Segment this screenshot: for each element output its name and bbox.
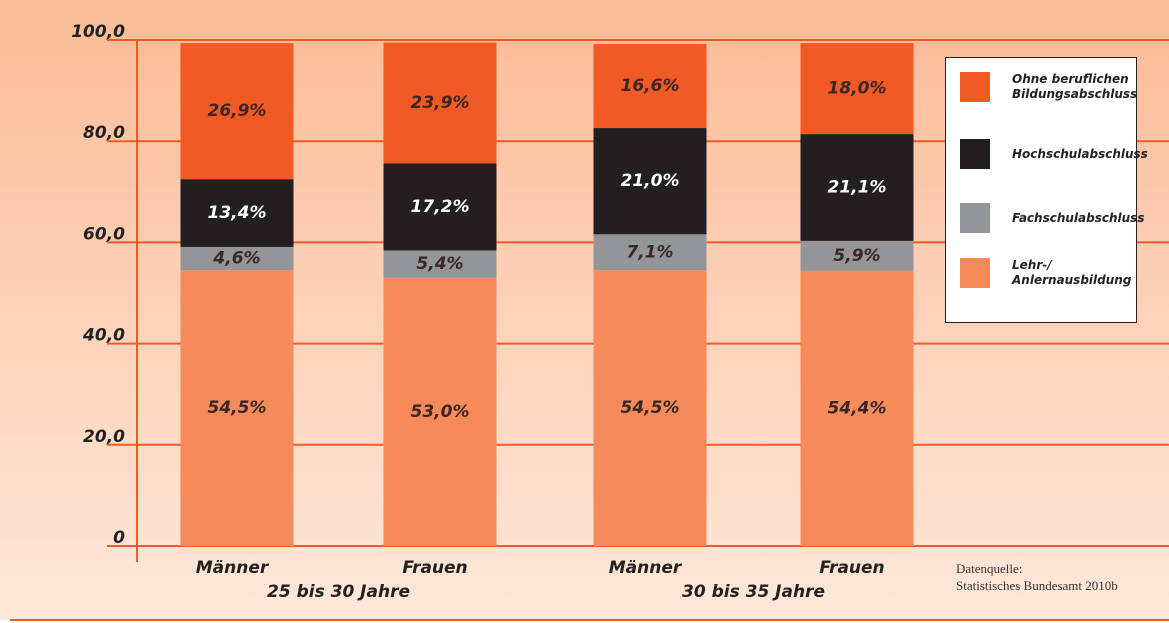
x-tick-label: Frauen xyxy=(402,558,467,578)
bar-segment xyxy=(383,277,497,546)
legend-item: Fachschulabschluss xyxy=(960,203,1145,233)
bar-segment xyxy=(383,250,497,278)
data-label: 54,5% xyxy=(621,398,680,418)
source: Datenquelle: xyxy=(956,561,1022,576)
bar-segment xyxy=(593,270,707,546)
y-tick-label: 80,0 xyxy=(83,123,125,143)
y-tick-label: 20,0 xyxy=(83,427,125,447)
x-tick-label: Männer xyxy=(609,558,683,578)
legend-label: Lehr-/ Anlernausbildung xyxy=(1012,258,1132,287)
bar-segment xyxy=(383,163,497,251)
legend: Ohne beruflichen Bildungsabschluss Hochsc… xyxy=(945,57,1148,323)
data-label: 5,4% xyxy=(416,254,463,274)
legend-swatch xyxy=(960,203,990,233)
data-label: 13,4% xyxy=(208,203,267,223)
bar-segment xyxy=(593,44,707,129)
x-tick-label: Männer xyxy=(196,558,270,578)
y-tick-label: 0 xyxy=(113,528,125,548)
source: Statistisches Bundesamt 2010b xyxy=(956,578,1118,593)
data-label: 21,1% xyxy=(828,177,887,197)
data-label: 53,0% xyxy=(411,402,470,422)
legend-item: Hochschulabschluss xyxy=(960,139,1148,169)
group-label: 25 bis 30 Jahre xyxy=(267,582,410,602)
bar-segment xyxy=(800,270,914,546)
data-label: 4,6% xyxy=(212,249,260,269)
legend-item: Ohne beruflichen Bildungsabschluss xyxy=(960,72,1137,102)
legend-label: Hochschulabschluss xyxy=(1012,146,1148,161)
bar-segment xyxy=(180,270,294,546)
bar-segment xyxy=(593,128,707,235)
data-label: 5,9% xyxy=(833,246,880,266)
data-label: 54,4% xyxy=(828,398,887,418)
data-label: 17,2% xyxy=(411,197,470,217)
bar-segment xyxy=(800,134,914,241)
legend-item: Lehr-/ Anlernausbildung xyxy=(960,258,1137,288)
data-label: 7,1% xyxy=(626,242,673,262)
bar-segment xyxy=(593,234,707,271)
x-tick-label: Frauen xyxy=(819,558,884,578)
y-tick-label: 40,0 xyxy=(82,326,125,346)
data-label: 18,0% xyxy=(828,79,887,99)
legend-swatch xyxy=(960,258,990,288)
bar-segment xyxy=(180,246,294,271)
group-label: 30 bis 35 Jahre xyxy=(682,582,825,602)
bar-segment xyxy=(383,42,497,164)
legend-label: Ohne beruflichen Bildungsabschluss xyxy=(1012,72,1138,101)
legend-swatch xyxy=(960,72,990,102)
data-label: 23,9% xyxy=(411,93,470,113)
legend-swatch xyxy=(960,139,990,169)
y-tick-label: 60,0 xyxy=(83,224,125,244)
data-label: 26,9% xyxy=(208,101,267,121)
bar-segment xyxy=(800,240,914,271)
bar-segment xyxy=(180,43,294,180)
data-label: 21,0% xyxy=(621,171,680,191)
legend-label: Fachschulabschluss xyxy=(1012,210,1145,225)
data-label: 54,5% xyxy=(208,398,267,418)
bar-segment xyxy=(180,179,294,247)
y-tick-label: 100,0 xyxy=(71,22,125,42)
bar-segment xyxy=(800,43,914,135)
data-label: 16,6% xyxy=(621,76,680,96)
